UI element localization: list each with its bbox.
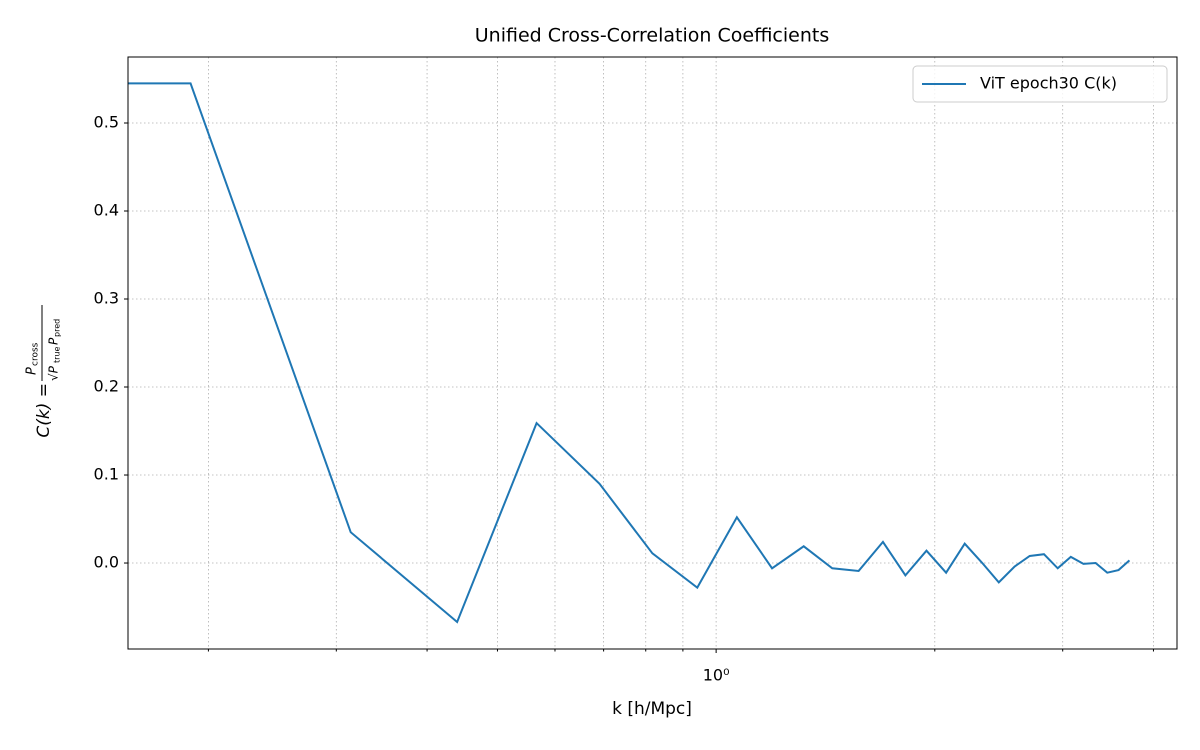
y-label-lhs: C(k) = (34, 383, 54, 438)
y-label-den-mid: P (47, 337, 61, 345)
x-axis-label: k [h/Mpc] (612, 699, 692, 719)
y-tick-label: 0.1 (94, 465, 119, 484)
y-tick-label: 0.2 (94, 377, 119, 396)
y-axis-label: C(k) = P cross √P true P pred (25, 305, 62, 438)
y-tick-label: 0.3 (94, 289, 119, 308)
y-tick-label: 0.5 (94, 113, 119, 132)
y-label-den: √P (47, 365, 61, 381)
legend: ViT epoch30 C(k) (912, 65, 1168, 103)
chart-title: Unified Cross-Correlation Coefficients (475, 25, 830, 47)
y-tick-label: 0.0 (94, 553, 119, 572)
legend-box (912, 65, 1168, 103)
y-label-num-sub: cross (31, 342, 41, 366)
y-label-den-sub2: pred (53, 319, 62, 337)
legend-label: ViT epoch30 C(k) (980, 74, 1117, 93)
y-label-num: P (25, 367, 40, 375)
plot-frame (127, 56, 1178, 650)
data-line (128, 82, 1131, 624)
y-label-den-sub1: true (53, 347, 62, 363)
y-tick-label: 0.4 (94, 201, 119, 220)
x-tick-label: 10⁰ (703, 666, 730, 685)
